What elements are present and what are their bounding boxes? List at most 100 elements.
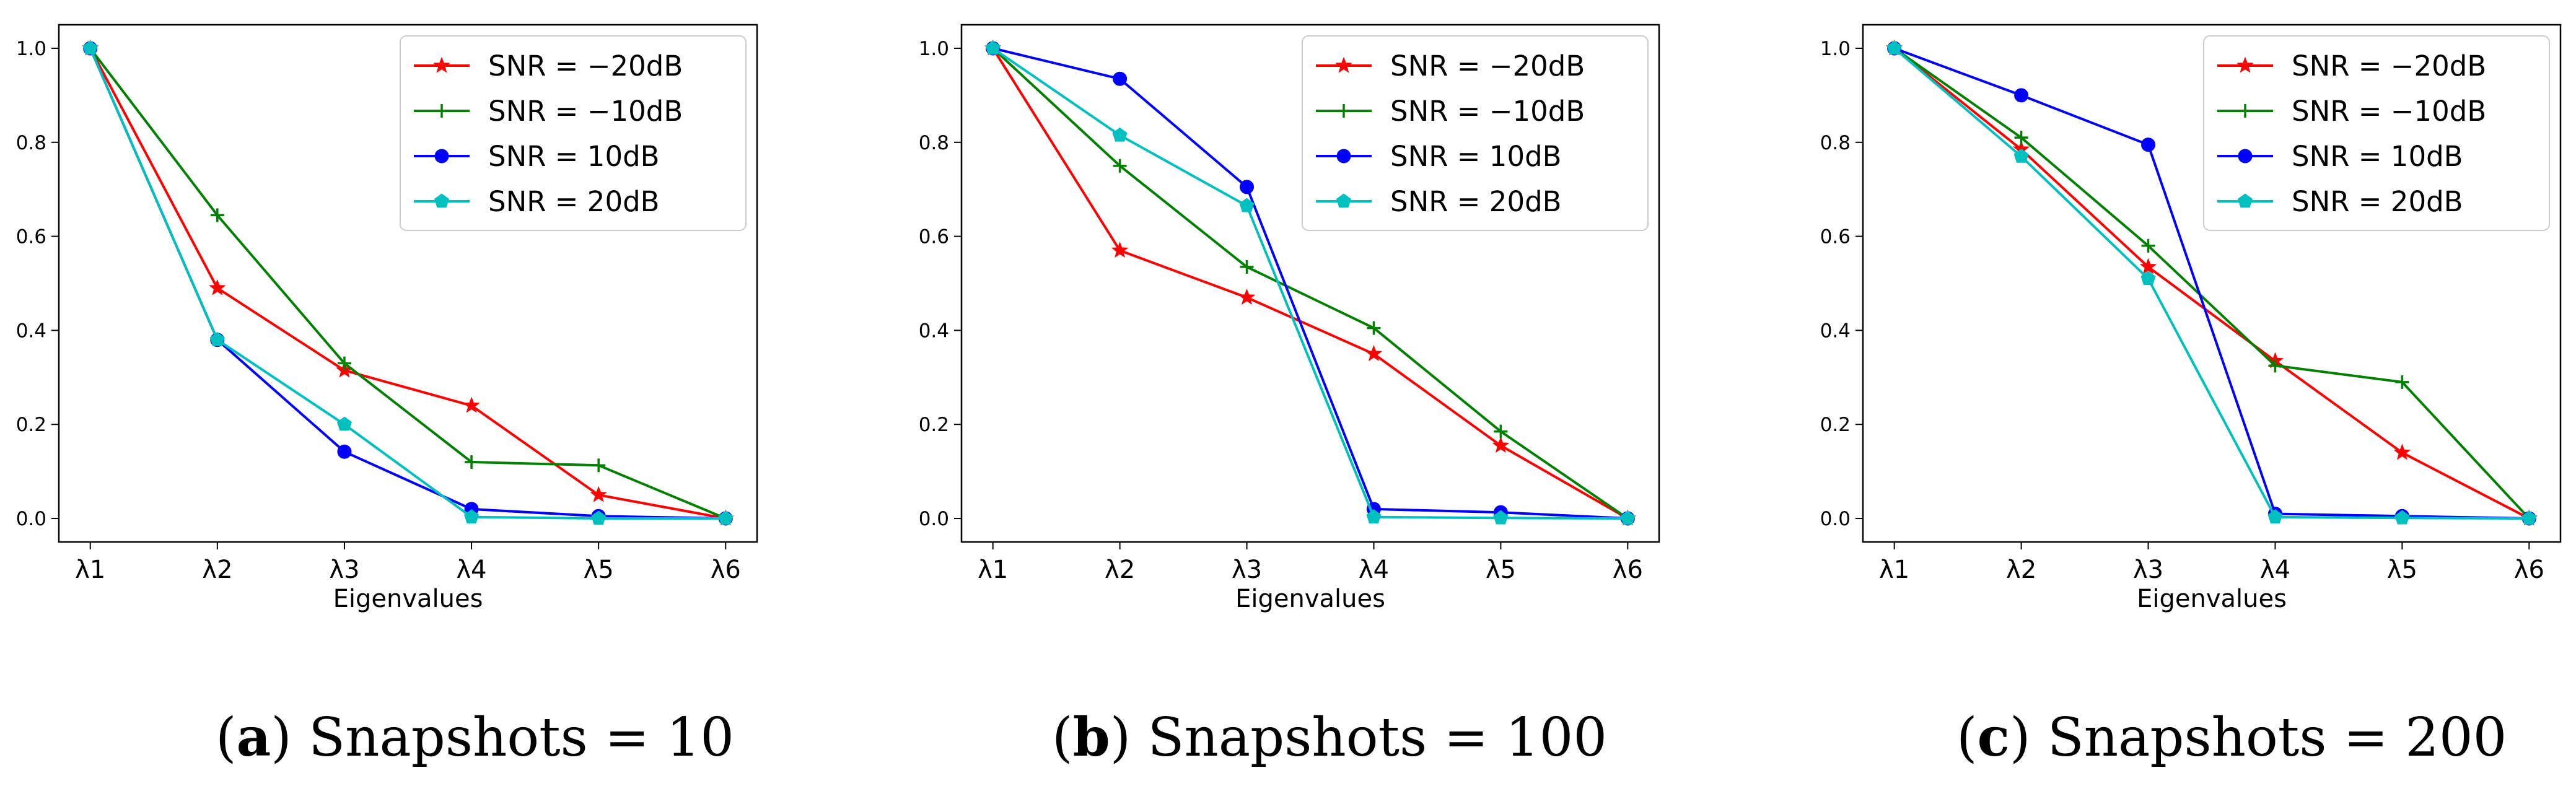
legend-box	[400, 35, 747, 231]
y-tick-label: 0.6	[16, 226, 46, 248]
data-point	[590, 486, 607, 502]
chart-panel-a: 0.0 0.2 0.4 0.6 0.8 1.0 λ1 λ2 λ3 λ4 λ5 λ6 Eigenvalue…	[16, 24, 758, 613]
y-tick-label: 0.8	[919, 132, 949, 154]
legend-marker	[434, 149, 449, 164]
x-axis-label: Eigenvalues	[333, 585, 483, 613]
x-tick-label: λ6	[711, 556, 741, 584]
data-point	[2394, 510, 2410, 525]
y-tick-label: 0.4	[1820, 320, 1851, 342]
data-point	[2268, 359, 2282, 373]
y-tick-label: 1.0	[16, 38, 46, 60]
legend: SNR = −20dB SNR = −10dB SNR = 10dB SNR = 20…	[2203, 35, 2550, 231]
x-tick-label: λ3	[1232, 556, 1262, 584]
caption-c-text: Snapshots = 200	[2047, 707, 2507, 769]
caption-b-label: b	[1072, 706, 1110, 769]
series-3	[985, 40, 1636, 525]
chart-panel-c: 0.0 0.2 0.4 0.6 0.8 1.0 λ1 λ2 λ3 λ4 λ5 λ6 Eigenvalue…	[1820, 24, 2562, 613]
data-point	[464, 509, 480, 523]
x-tick-label: λ5	[1486, 556, 1516, 584]
x-tick-label: λ1	[1879, 556, 1909, 584]
data-point	[2014, 88, 2029, 103]
plot-frame	[960, 24, 1660, 543]
data-point	[1493, 510, 1509, 525]
series-line	[89, 48, 726, 520]
y-tick-label: 0.4	[16, 320, 46, 342]
y-tick-label: 0.6	[1820, 226, 1851, 248]
caption-b-text: Snapshots = 100	[1147, 707, 1608, 769]
caption-c: (c) Snapshots = 200	[1956, 706, 2507, 769]
data-point	[591, 510, 607, 525]
legend-entry: SNR = −10dB	[1390, 95, 1585, 128]
legend-entry: SNR = −20dB	[2292, 50, 2486, 82]
data-point	[1113, 71, 1128, 86]
data-point	[336, 416, 352, 431]
data-point	[1492, 436, 1510, 453]
legend-marker	[433, 56, 450, 73]
legend-marker	[435, 104, 449, 118]
data-point	[718, 510, 734, 525]
legend-marker	[1336, 193, 1351, 208]
data-point	[2140, 271, 2156, 286]
data-point	[1113, 159, 1127, 173]
legend: SNR = −20dB SNR = −10dB SNR = 10dB SNR = 20…	[400, 35, 747, 231]
data-point	[1494, 424, 1508, 439]
data-point	[2139, 258, 2157, 274]
data-point	[1240, 260, 1254, 274]
legend-marker	[1336, 149, 1351, 164]
y-tick-label: 0.2	[919, 414, 949, 436]
data-point	[985, 40, 1001, 55]
data-point	[209, 279, 226, 295]
data-point	[2267, 509, 2283, 523]
legend-box	[2203, 35, 2550, 231]
caption-a-label: a	[236, 706, 271, 769]
x-tick-label: λ2	[202, 556, 232, 584]
data-point	[1240, 180, 1255, 194]
legend-marker	[2236, 56, 2254, 73]
x-tick-label: λ5	[584, 556, 614, 584]
legend-entry: SNR = −20dB	[488, 50, 683, 82]
legend-entry: SNR = 20dB	[488, 185, 660, 218]
plot-frame	[58, 24, 758, 543]
data-point	[337, 356, 351, 370]
series-line	[89, 48, 726, 520]
caption-a: (a) Snapshots = 10	[216, 706, 734, 769]
y-tick-label: 0.2	[1820, 414, 1851, 436]
legend-marker	[2238, 104, 2252, 118]
data-point	[2393, 443, 2411, 460]
y-tick-label: 0.0	[1820, 508, 1851, 530]
series-line	[89, 47, 727, 520]
series-line	[1893, 47, 2530, 520]
caption-c-label: c	[1977, 706, 2010, 769]
chart-panel-b: 0.0 0.2 0.4 0.6 0.8 1.0 λ1 λ2 λ3 λ4 λ5 λ6 Eigenvalue…	[919, 24, 1660, 613]
caption-a-text: Snapshots = 10	[309, 707, 734, 769]
series-line	[1893, 47, 2530, 520]
y-tick-label: 1.0	[1820, 38, 1851, 60]
series-3	[1886, 40, 2537, 525]
series-line	[992, 47, 1629, 520]
y-tick-label: 0.2	[16, 414, 46, 436]
data-point	[2014, 131, 2028, 145]
data-point	[2141, 138, 2156, 152]
data-point	[1238, 288, 1256, 305]
legend-marker	[2238, 149, 2253, 164]
x-axis-label: Eigenvalues	[2137, 585, 2287, 613]
data-point	[1111, 241, 1129, 258]
x-tick-label: λ2	[1105, 556, 1135, 584]
data-point	[2141, 238, 2155, 253]
x-tick-label: λ5	[2387, 556, 2417, 584]
legend-marker	[2238, 193, 2253, 208]
x-tick-label: λ3	[2133, 556, 2163, 584]
data-point	[1365, 344, 1383, 362]
legend-entry: SNR = −10dB	[488, 95, 683, 128]
x-tick-label: λ6	[2514, 556, 2544, 584]
legend-entry: SNR = −10dB	[2292, 95, 2486, 128]
data-point	[2521, 510, 2537, 525]
legend-entry: SNR = −20dB	[1390, 50, 1585, 82]
series-line	[992, 47, 1629, 520]
data-point	[1367, 321, 1381, 335]
plot-frame	[1862, 24, 2562, 543]
y-tick-label: 0.0	[919, 508, 949, 530]
data-point	[1620, 510, 1636, 525]
legend-entry: SNR = 10dB	[488, 140, 660, 173]
series-line	[992, 47, 1628, 520]
